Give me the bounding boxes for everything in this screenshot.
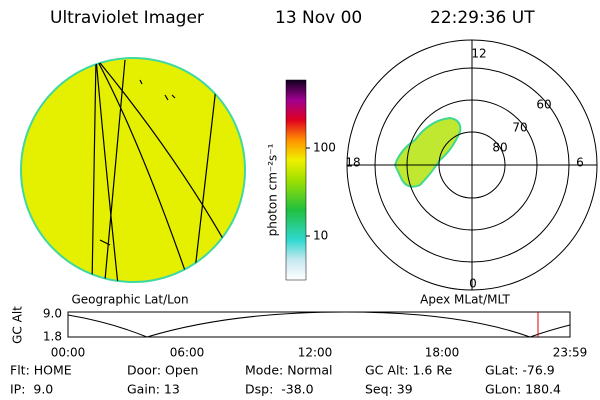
info-field: GLat: -76.9 <box>485 363 555 378</box>
info-field: GC Alt: 1.6 Re <box>365 363 452 378</box>
panel-label: Geographic Lat/Lon <box>71 293 188 307</box>
panel-label: Apex MLat/MLT <box>420 293 510 307</box>
orbit-xtick: 18:00 <box>425 346 460 360</box>
mlt-label: 0 <box>469 277 477 291</box>
info-field: Mode: Normal <box>245 363 332 378</box>
time: 22:29:36 UT <box>430 8 535 28</box>
info-field: IP: 9.0 <box>10 382 53 397</box>
info-field: Gain: 13 <box>127 382 180 397</box>
orbit-ytick: 9.0 <box>43 307 62 321</box>
orbit-xtick: 23:59 <box>553 346 588 360</box>
lat-label: 70 <box>512 121 527 135</box>
colorbar-tick: 100 <box>313 141 336 155</box>
instrument: Ultraviolet Imager <box>50 8 204 28</box>
orbit-plot <box>67 311 571 338</box>
orbit-xtick: 00:00 <box>51 346 86 360</box>
polar-plot <box>346 39 598 291</box>
orbit-ytick: 1.8 <box>43 330 62 344</box>
orbit-xtick: 06:00 <box>170 346 205 360</box>
mlt-label: 18 <box>345 156 360 170</box>
info-field: Seq: 39 <box>365 382 413 397</box>
info-field: Dsp: -38.0 <box>245 382 314 397</box>
info-field: GLon: 180.4 <box>485 382 561 397</box>
orbit-ylabel: GC Alt <box>11 306 25 344</box>
date: 13 Nov 00 <box>275 8 362 28</box>
orbit-xtick: 12:00 <box>298 346 333 360</box>
mlt-label: 12 <box>471 47 486 61</box>
info-field: Flt: HOME <box>10 363 72 378</box>
earth-image <box>20 57 246 283</box>
lat-label: 60 <box>536 98 551 112</box>
info-table: Flt: HOME Door: Open Mode: Normal GC Alt: 1… <box>10 363 561 397</box>
info-field: Door: Open <box>127 363 198 378</box>
colorbar <box>285 79 310 281</box>
lat-label: 80 <box>492 141 507 155</box>
mlt-label: 6 <box>576 156 584 170</box>
colorbar-unit: photon cm⁻²s⁻¹ <box>266 143 280 236</box>
colorbar-tick: 10 <box>313 229 328 243</box>
